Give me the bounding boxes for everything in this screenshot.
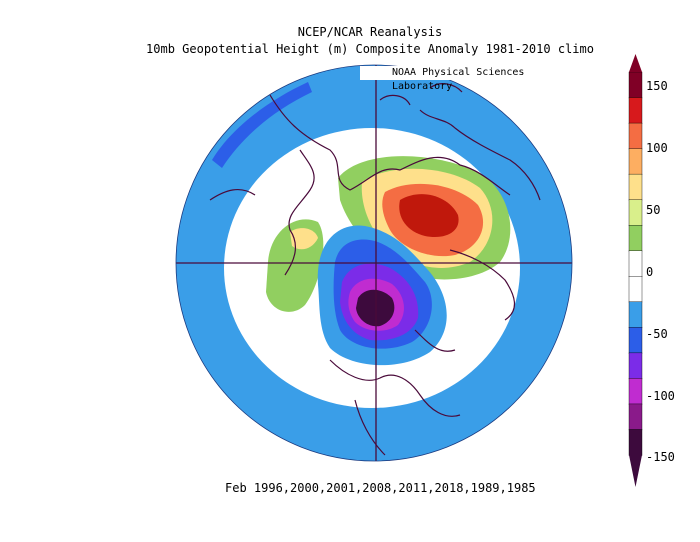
- colorbar-tick-label: -100: [646, 389, 675, 403]
- colorbar-segment: [628, 429, 643, 456]
- colorbar-tick-label: 150: [646, 79, 668, 93]
- colorbar-segment: [628, 71, 643, 99]
- negative-peak: [356, 289, 395, 327]
- colorbar-segment: [628, 224, 643, 252]
- colorbar: 150 100 50 0 -50 -100 -150: [628, 54, 675, 487]
- colorbar-segment: [628, 378, 643, 405]
- credit-label: NOAA Physical Sciences Laboratory: [360, 66, 575, 92]
- colorbar-tick-label: -150: [646, 450, 675, 464]
- colorbar-segment: [628, 97, 643, 124]
- colorbar-segment: [628, 403, 643, 431]
- colorbar-segment: [628, 301, 643, 329]
- colorbar-segment: [628, 148, 643, 175]
- colorbar-segment: [628, 250, 643, 277]
- positive-peak: [399, 194, 459, 238]
- map-border: [175, 64, 573, 462]
- colorbar-segment: [628, 122, 643, 150]
- colorbar-segment: [628, 276, 643, 303]
- colorbar-tick-label: 50: [646, 203, 660, 217]
- colorbar-tick-label: 0: [646, 265, 653, 279]
- composite-dates: Feb 1996,2000,2001,2008,2011,2018,1989,1…: [225, 481, 536, 495]
- coastlines: [209, 83, 541, 456]
- colorbar-segment: [628, 327, 643, 354]
- chart-title: NCEP/NCAR Reanalysis: [297, 25, 443, 39]
- colorbar-segment: [628, 173, 643, 201]
- colorbar-tick-label: -50: [646, 327, 668, 341]
- colorbar-tick-label: 100: [646, 141, 668, 155]
- colorbar-segment: [628, 199, 643, 226]
- colorbar-arrow-bottom: [629, 455, 642, 487]
- positive-left-yellow: [290, 228, 318, 250]
- chart-subtitle: 10mb Geopotential Height (m) Composite A…: [146, 42, 594, 56]
- colorbar-segment: [628, 352, 643, 380]
- colorbar-arrow-top: [629, 54, 642, 72]
- negative-streak: [212, 82, 312, 168]
